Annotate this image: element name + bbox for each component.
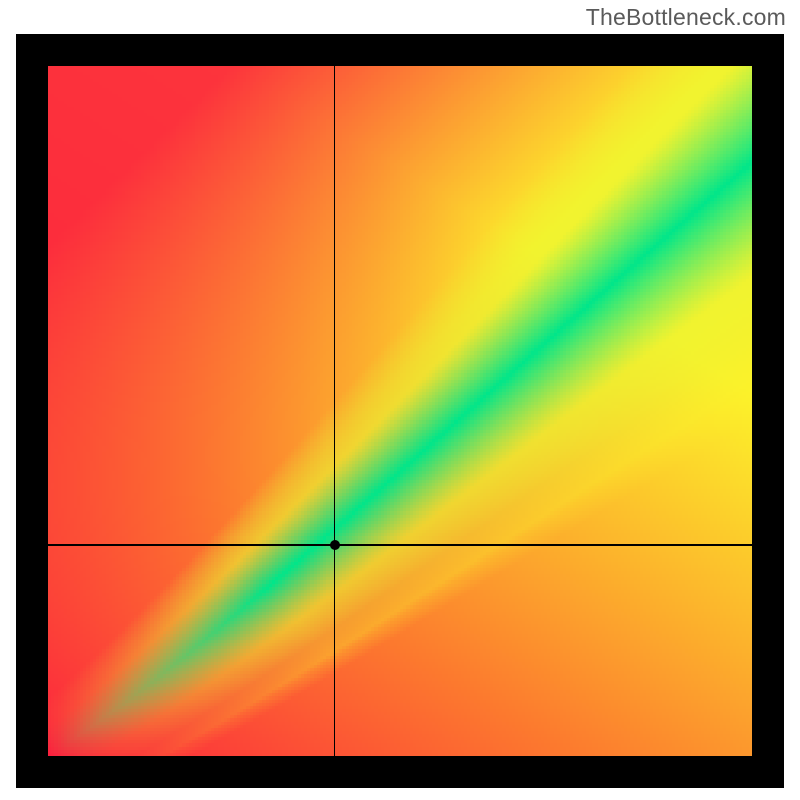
heatmap-canvas — [48, 66, 752, 756]
crosshair-vertical — [334, 66, 335, 756]
watermark-text: TheBottleneck.com — [586, 4, 786, 31]
selection-point-marker — [330, 540, 340, 550]
crosshair-horizontal — [48, 544, 752, 545]
